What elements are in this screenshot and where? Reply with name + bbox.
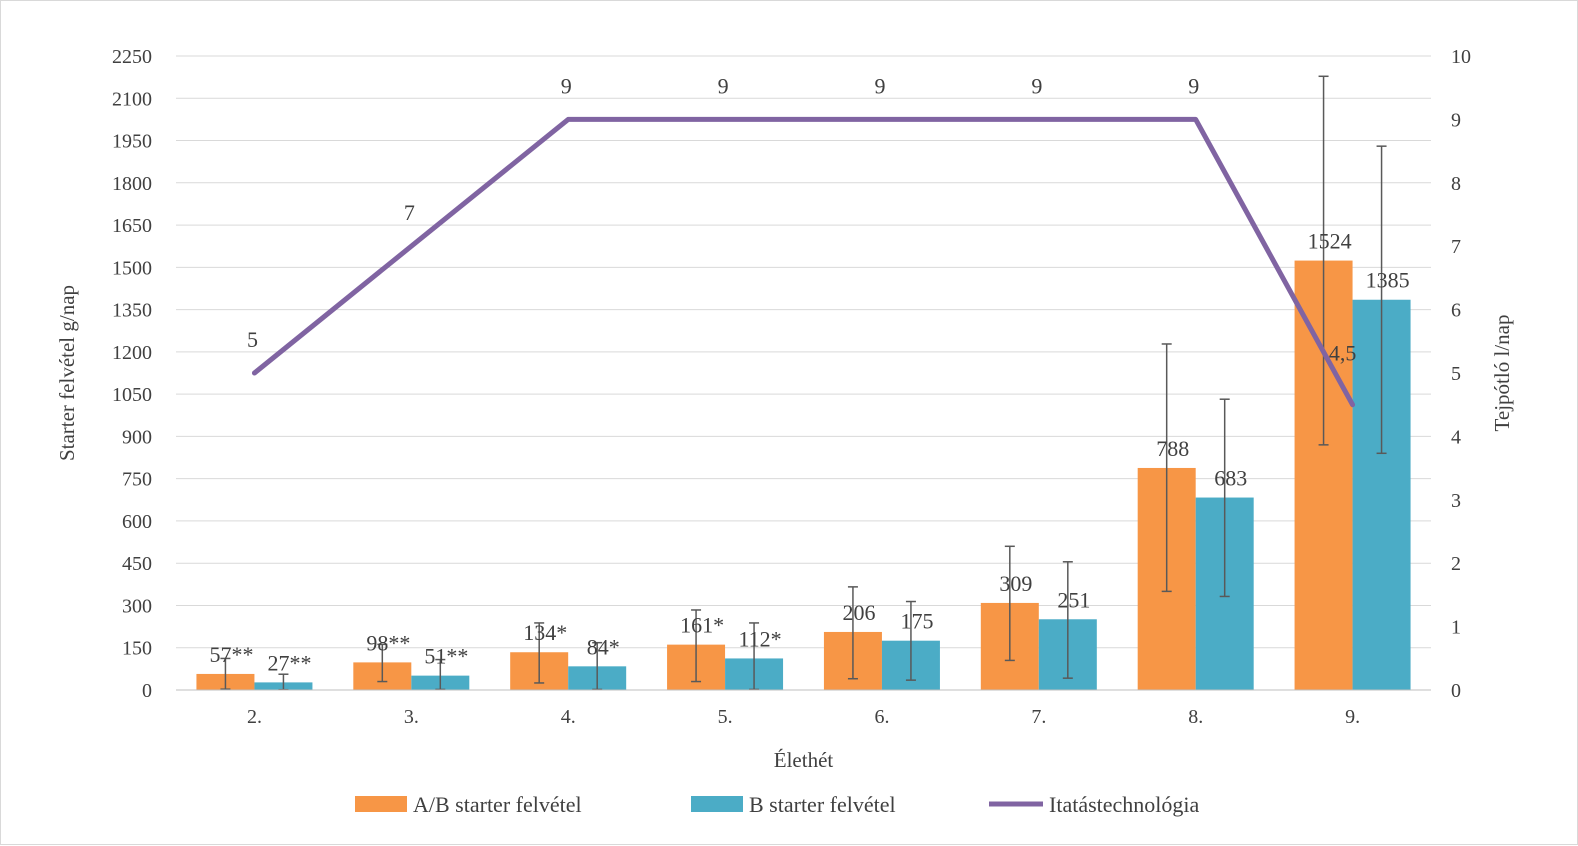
bar-data-label: 251	[1057, 587, 1090, 612]
bar-data-label: 57**	[209, 642, 253, 667]
axes: 0150300450600750900105012001350150016501…	[112, 46, 1471, 728]
y2-tick-label: 9	[1451, 109, 1461, 131]
line-data-label: 9	[1188, 73, 1199, 98]
y-tick-label: 2250	[112, 46, 152, 68]
line-data-label: 7	[404, 200, 415, 225]
x-axis-title: Élethét	[774, 748, 834, 772]
line-data-label: 9	[718, 73, 729, 98]
y-tick-label: 1950	[112, 131, 152, 153]
legend-swatch-ab-starter	[355, 796, 407, 812]
y-axis-title: Starter felvétel g/nap	[55, 285, 79, 461]
bar-data-label: 27**	[267, 650, 311, 675]
y-tick-label: 0	[142, 680, 152, 702]
y-tick-label: 300	[122, 595, 152, 617]
x-tick-label: 5.	[718, 706, 733, 728]
y2-tick-label: 7	[1451, 236, 1461, 258]
error-bars	[220, 75, 1387, 691]
x-tick-label: 3.	[404, 706, 419, 728]
y-tick-label: 600	[122, 511, 152, 533]
y2-tick-label: 6	[1451, 300, 1461, 322]
legend-label-b-starter: B starter felvétel	[749, 792, 896, 817]
x-tick-label: 9.	[1345, 706, 1360, 728]
y-tick-label: 1200	[112, 342, 152, 364]
bar-data-label: 51**	[424, 644, 468, 669]
line-data-label: 9	[561, 73, 572, 98]
line-series	[251, 116, 1356, 408]
gridlines	[176, 55, 1431, 649]
line-data-label: 9	[874, 73, 885, 98]
legend-label-ab-starter: A/B starter felvétel	[413, 792, 582, 817]
bar-data-label: 98**	[366, 630, 410, 655]
bar-data-label: 1524	[1308, 229, 1352, 254]
bar-data-label: 134*	[523, 620, 567, 645]
legend-label-itatastechnologia: Itatástechnológia	[1049, 792, 1200, 817]
y-tick-label: 150	[122, 638, 152, 660]
data-labels: 57** 98** 134* 161* 206 309 788 1524 27** 51** 84*…	[209, 73, 1409, 675]
y-tick-label: 1050	[112, 384, 152, 406]
legend: A/B starter felvétel B starter felvétel …	[355, 792, 1200, 817]
y2-tick-label: 2	[1451, 553, 1461, 575]
bar-data-label: 309	[999, 571, 1032, 596]
bar-data-label: 84*	[587, 634, 620, 659]
x-tick-label: 7.	[1031, 706, 1046, 728]
bar-data-label: 161*	[680, 613, 724, 638]
x-tick-label: 6.	[874, 706, 889, 728]
y2-tick-label: 3	[1451, 490, 1461, 512]
y-tick-label: 1350	[112, 300, 152, 322]
bar-data-label: 788	[1156, 436, 1189, 461]
y2-tick-label: 10	[1451, 46, 1471, 68]
y2-tick-label: 0	[1451, 680, 1461, 702]
y-tick-label: 1500	[112, 257, 152, 279]
line-data-label: 4,5	[1329, 341, 1357, 366]
bar-data-label: 175	[900, 609, 933, 634]
y2-tick-label: 4	[1451, 426, 1461, 448]
y2-tick-label: 1	[1451, 617, 1461, 639]
x-tick-label: 8.	[1188, 706, 1203, 728]
y-tick-label: 450	[122, 553, 152, 575]
y-tick-label: 1650	[112, 215, 152, 237]
x-tick-label: 2.	[247, 706, 262, 728]
bar-data-label: 112*	[738, 626, 781, 651]
bar-data-label: 1385	[1366, 268, 1410, 293]
line-itatastechnologia	[251, 116, 1356, 408]
line-data-label: 5	[247, 327, 258, 352]
y2-tick-label: 5	[1451, 363, 1461, 385]
y-tick-label: 2100	[112, 88, 152, 110]
bar-data-label: 206	[842, 600, 875, 625]
bar-data-label: 683	[1214, 466, 1247, 491]
y2-tick-label: 8	[1451, 173, 1461, 195]
y2-axis-title: Tejpótló l/nap	[1490, 315, 1514, 432]
legend-swatch-b-starter	[691, 796, 743, 812]
y-tick-label: 1800	[112, 173, 152, 195]
y-tick-label: 900	[122, 426, 152, 448]
line-data-label: 9	[1031, 73, 1042, 98]
y-tick-label: 750	[122, 469, 152, 491]
x-tick-label: 4.	[561, 706, 576, 728]
